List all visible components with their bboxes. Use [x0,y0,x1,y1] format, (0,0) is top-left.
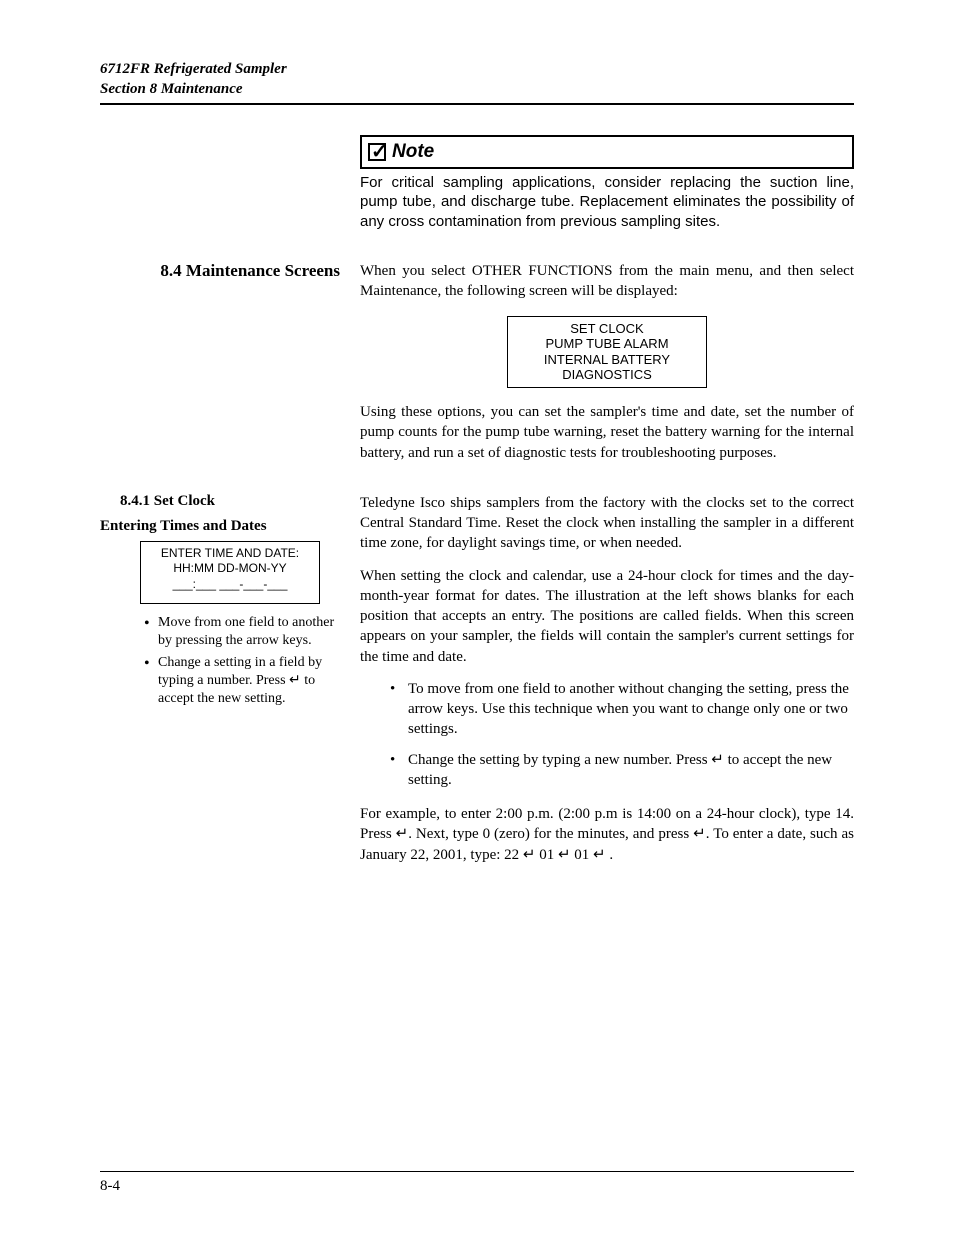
screen-line: SET CLOCK [518,321,696,337]
footer-rule [100,1171,854,1172]
screen-line: PUMP TUBE ALARM [518,336,696,352]
section-841-p1: Teledyne Isco ships samplers from the fa… [360,493,854,554]
screen-line: ___:___ ___-___-___ [145,577,315,593]
screen-line: INTERNAL BATTERY [518,352,696,368]
note-box: Note [360,135,854,169]
time-date-screen-box: ENTER TIME AND DATE: HH:MM DD-MON-YY ___… [140,541,320,604]
section-84-heading: 8.4 Maintenance Screens [100,261,340,281]
section-84-row: 8.4 Maintenance Screens When you select … [100,261,854,475]
side-bullet-item: Move from one field to another by pressi… [150,614,340,650]
checkmark-icon [368,143,386,161]
header-rule [100,103,854,105]
page-header: 6712FR Refrigerated Sampler Section 8 Ma… [100,60,854,99]
main-bullet-item: Change the setting by typing a new numbe… [390,750,854,791]
section-84-intro: When you select OTHER FUNCTIONS from the… [360,261,854,302]
side-bullets: Move from one field to another by pressi… [120,614,340,709]
section-841-row: 8.4.1 Set Clock Entering Times and Dates… [100,493,854,877]
note-body: For critical sampling applications, cons… [360,173,854,232]
note-header: Note [362,137,852,167]
main-bullets: To move from one field to another withou… [390,679,854,790]
screen-line: ENTER TIME AND DATE: [145,546,315,562]
screen-line: HH:MM DD-MON-YY [145,561,315,577]
section-841-p2: When setting the clock and calendar, use… [360,566,854,667]
side-bullet-item: Change a setting in a field by typing a … [150,654,340,709]
note-row: Note For critical sampling applications,… [100,135,854,251]
section-841-heading: 8.4.1 Set Clock [120,493,340,510]
maintenance-screen-box: SET CLOCK PUMP TUBE ALARM INTERNAL BATTE… [507,316,707,388]
section-841-p3: For example, to enter 2:00 p.m. (2:00 p.… [360,804,854,865]
page-number: 8-4 [100,1178,854,1195]
section-841-subheading: Entering Times and Dates [100,518,340,535]
note-title: Note [392,139,434,165]
screen-line: DIAGNOSTICS [518,367,696,383]
header-line2: Section 8 Maintenance [100,80,854,100]
page-footer: 8-4 [100,1171,854,1195]
header-line1: 6712FR Refrigerated Sampler [100,60,854,80]
section-84-desc: Using these options, you can set the sam… [360,402,854,463]
main-bullet-item: To move from one field to another withou… [390,679,854,740]
